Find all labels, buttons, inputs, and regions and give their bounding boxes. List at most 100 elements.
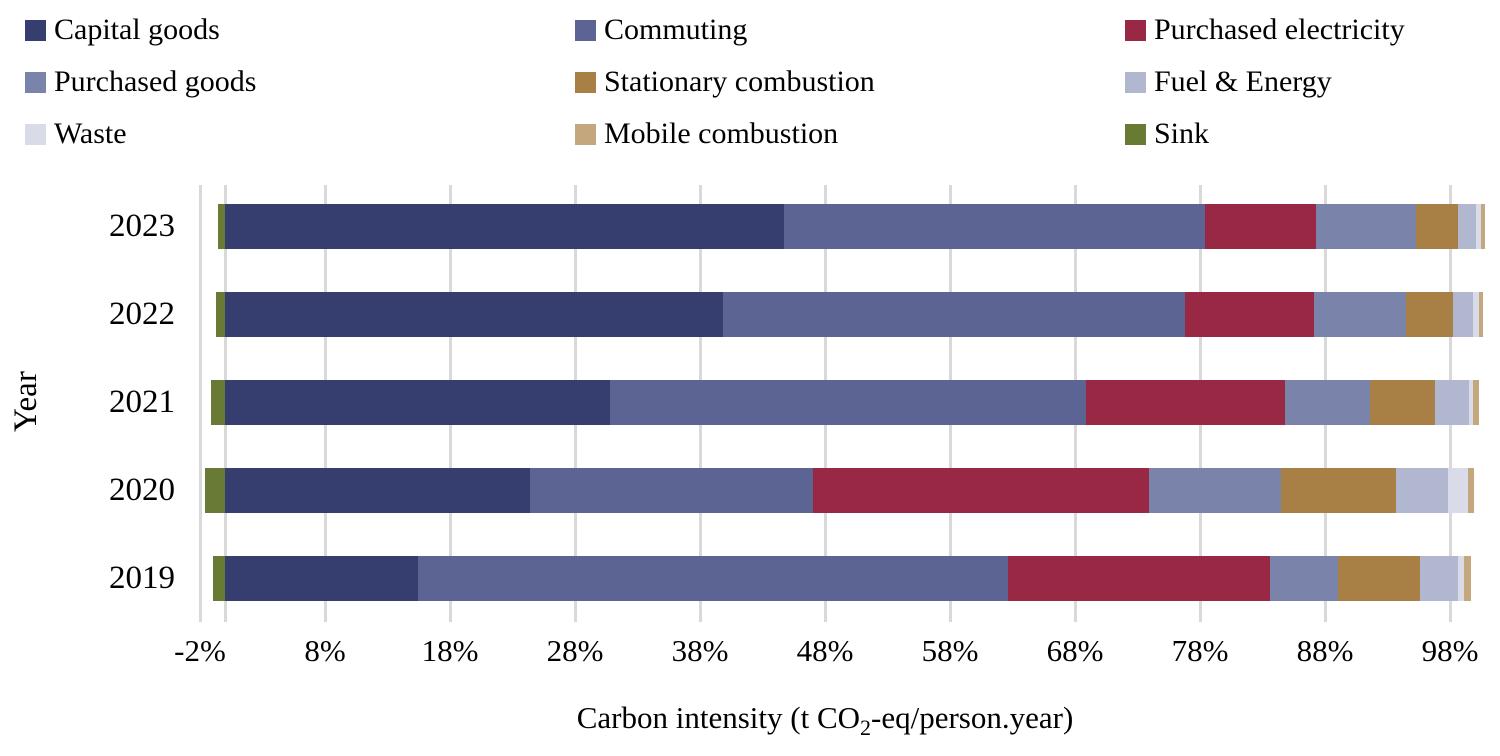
- segment-stationary-combustion: [1406, 292, 1453, 337]
- legend-label: Purchased electricity: [1154, 13, 1405, 46]
- y-axis-tick-label: 2020: [109, 472, 175, 508]
- segment-purchased-goods: [1316, 204, 1417, 249]
- legend-label: Waste: [54, 117, 127, 150]
- segment-capital-goods: [225, 292, 723, 337]
- y-axis-tick-labels: 2023 2022 2021 2020 2019: [0, 185, 175, 622]
- x-axis-title: Carbon intensity (t CO2-eq/person.year): [200, 700, 1450, 741]
- segment-purchased-goods: [1148, 468, 1282, 513]
- legend-swatch-icon: [1125, 71, 1146, 93]
- segment-sink: [211, 380, 225, 425]
- legend-item-purchased-goods: Purchased goods: [25, 56, 575, 108]
- segment-fuel-energy: [1452, 292, 1473, 337]
- segment-capital-goods: [225, 468, 530, 513]
- segment-stationary-combustion: [1281, 468, 1397, 513]
- legend-item-waste: Waste: [25, 108, 575, 160]
- bar-2020: [200, 468, 1474, 513]
- legend-item-purchased-electricity: Purchased electricity: [1125, 4, 1405, 56]
- x-axis-tick-label: 68%: [1046, 633, 1104, 668]
- segment-stationary-combustion: [1370, 380, 1435, 425]
- legend-item-capital-goods: Capital goods: [25, 4, 575, 56]
- x-axis-tick-label: 48%: [796, 633, 854, 668]
- legend-label: Mobile combustion: [604, 117, 839, 150]
- segment-stationary-combustion: [1337, 556, 1420, 601]
- x-axis-tick-label: -2%: [174, 633, 226, 668]
- segment-mobile-combustion: [1463, 556, 1472, 601]
- x-axis-tick-label: 18%: [421, 633, 479, 668]
- segment-purchased-electricity: [1007, 556, 1270, 601]
- plot-area: [198, 185, 1485, 622]
- segment-purchased-electricity: [1086, 380, 1285, 425]
- legend-label: Fuel & Energy: [1154, 65, 1332, 98]
- legend-swatch-icon: [575, 19, 596, 41]
- gridline: [198, 185, 202, 622]
- x-axis-title-subscript: 2: [860, 715, 872, 741]
- legend-swatch-icon: [1125, 19, 1146, 41]
- bar-2022: [200, 292, 1483, 337]
- segment-waste: [1468, 380, 1473, 425]
- chart-legend: Capital goods Commuting Purchased electric…: [25, 4, 1405, 160]
- segment-purchased-electricity: [1185, 292, 1314, 337]
- legend-item-sink: Sink: [1125, 108, 1405, 160]
- segment-waste: [1447, 468, 1468, 513]
- legend-item-commuting: Commuting: [575, 4, 1125, 56]
- legend-swatch-icon: [25, 71, 46, 93]
- segment-capital-goods: [225, 380, 610, 425]
- segment-fuel-energy: [1457, 204, 1477, 249]
- x-axis-title-text: Carbon intensity (t CO: [576, 700, 861, 735]
- segment-commuting: [783, 204, 1205, 249]
- legend-swatch-icon: [575, 123, 596, 145]
- segment-waste: [1457, 556, 1464, 601]
- segment-sink: [212, 556, 225, 601]
- x-axis-tick-label: 8%: [304, 633, 346, 668]
- segment-waste: [1472, 292, 1479, 337]
- segment-purchased-goods: [1270, 556, 1338, 601]
- segment-purchased-electricity: [1205, 204, 1317, 249]
- x-axis-title-text: -eq/person.year): [871, 700, 1074, 735]
- y-axis-tick-label: 2023: [109, 208, 175, 244]
- legend-label: Commuting: [604, 13, 748, 46]
- segment-mobile-combustion: [1472, 380, 1479, 425]
- legend-label: Purchased goods: [54, 65, 257, 98]
- segment-mobile-combustion: [1478, 292, 1483, 337]
- segment-mobile-combustion: [1481, 204, 1485, 249]
- segment-fuel-energy: [1420, 556, 1458, 601]
- segment-mobile-combustion: [1467, 468, 1474, 513]
- segment-sink: [204, 468, 225, 513]
- segment-sink: [216, 292, 225, 337]
- bar-2023: [200, 204, 1485, 249]
- legend-swatch-icon: [575, 71, 596, 93]
- segment-fuel-energy: [1396, 468, 1448, 513]
- segment-waste: [1476, 204, 1482, 249]
- segment-stationary-combustion: [1416, 204, 1458, 249]
- x-axis-tick-label: 28%: [546, 633, 604, 668]
- segment-commuting: [610, 380, 1087, 425]
- segment-purchased-goods: [1313, 292, 1407, 337]
- legend-item-fuel-energy: Fuel & Energy: [1125, 56, 1405, 108]
- segment-capital-goods: [225, 204, 784, 249]
- segment-commuting: [417, 556, 1008, 601]
- segment-commuting: [530, 468, 813, 513]
- x-axis-tick-labels: -2% 8% 18% 28% 38% 48% 58% 68% 78% 88% 98%: [174, 633, 1478, 678]
- legend-label: Sink: [1154, 117, 1210, 150]
- bar-2021: [200, 380, 1479, 425]
- legend-swatch-icon: [25, 19, 46, 41]
- segment-purchased-electricity: [812, 468, 1149, 513]
- legend-swatch-icon: [1125, 123, 1146, 145]
- legend-label: Stationary combustion: [604, 65, 875, 98]
- segment-fuel-energy: [1435, 380, 1469, 425]
- x-axis-tick-label: 78%: [1171, 633, 1229, 668]
- legend-item-mobile-combustion: Mobile combustion: [575, 108, 1125, 160]
- legend-item-stationary-combustion: Stationary combustion: [575, 56, 1125, 108]
- x-axis-tick-label: 58%: [921, 633, 979, 668]
- segment-commuting: [722, 292, 1185, 337]
- y-axis-tick-label: 2021: [109, 384, 175, 420]
- bar-2019: [200, 556, 1472, 601]
- x-axis-tick-label: 38%: [671, 633, 729, 668]
- y-axis-tick-label: 2022: [109, 296, 175, 332]
- x-axis-tick-label: 88%: [1296, 633, 1354, 668]
- y-axis-tick-label: 2019: [109, 560, 175, 596]
- segment-sink: [217, 204, 225, 249]
- segment-capital-goods: [225, 556, 418, 601]
- legend-label: Capital goods: [54, 13, 220, 46]
